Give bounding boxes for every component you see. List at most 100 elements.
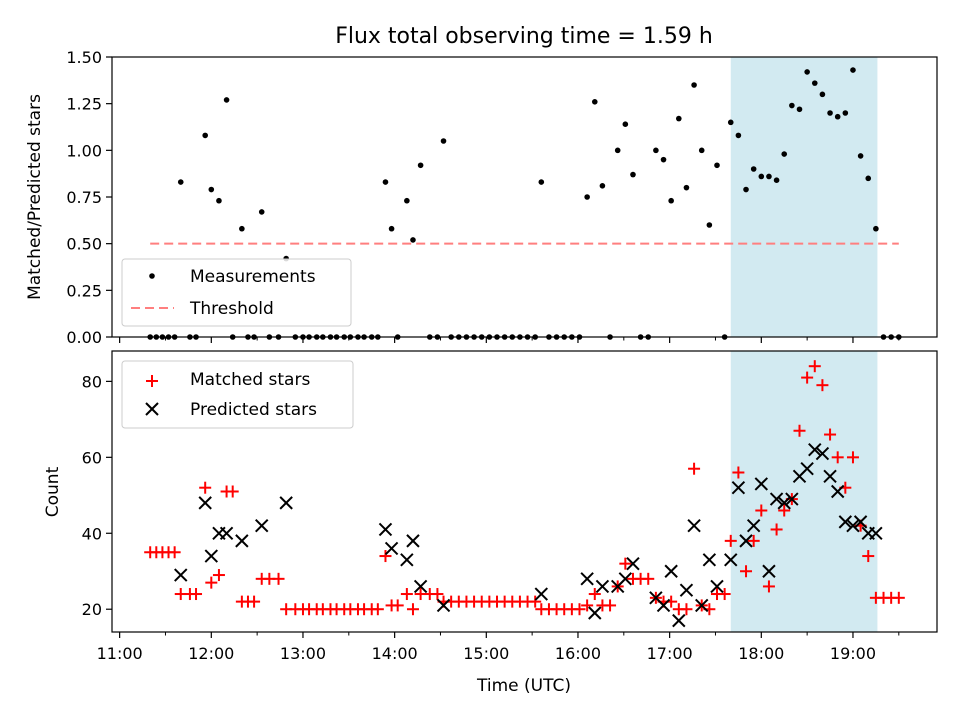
top-y-tick-label: 1.25: [66, 95, 102, 114]
measurement-point: [223, 97, 230, 103]
predicted-star-point: [198, 496, 212, 510]
bottom-x-tick-label: 13:00: [280, 644, 326, 663]
bottom-x-tick-label: 12:00: [188, 644, 234, 663]
matched-star-point: [619, 557, 632, 570]
matched-star-point: [892, 591, 905, 604]
matched-star-point: [588, 588, 601, 601]
bottom-x-tick-label: 17:00: [647, 644, 693, 663]
measurement-point: [538, 179, 545, 185]
measurement-point: [660, 156, 667, 163]
measurement-point: [440, 138, 447, 144]
measurement-point: [622, 121, 629, 127]
measurement-point: [614, 147, 621, 154]
matched-star-point: [846, 451, 859, 464]
predicted-star-point: [235, 534, 249, 548]
bottom-y-ticks: 20 40 60 80: [82, 372, 112, 619]
top-legend-box: [121, 258, 352, 327]
measurement-point: [691, 82, 697, 88]
predicted-star-point: [702, 553, 717, 567]
matched-star-point: [205, 576, 218, 589]
top-y-tick-label: 0.00: [66, 328, 102, 347]
matched-star-point: [248, 595, 261, 608]
measurement-point: [584, 194, 590, 200]
predicted-star-point: [595, 579, 610, 594]
measurement-point: [781, 151, 788, 157]
top-plot-frame: [111, 56, 938, 338]
predicted-star-point: [436, 598, 451, 613]
measurement-point: [842, 110, 849, 116]
predicted-star-point: [656, 598, 671, 613]
chart-title: Flux total observing time = 1.59 h: [335, 24, 713, 49]
measurement-point: [676, 115, 682, 122]
matched-star-point: [272, 572, 285, 585]
bottom-y-tick-label: 20: [82, 600, 102, 619]
predicted-star-point: [869, 526, 883, 540]
predicted-star-point: [731, 480, 746, 495]
matched-star-point: [371, 603, 384, 616]
matched-star-point: [718, 588, 731, 601]
measurement-point: [850, 67, 856, 73]
measurement-point: [258, 209, 265, 215]
measurement-point: [857, 153, 864, 159]
measurement-point: [599, 183, 606, 189]
matched-star-point: [573, 603, 586, 616]
measurement-point: [683, 184, 690, 191]
predicted-star-point: [664, 564, 678, 578]
predicted-star-point: [838, 515, 853, 529]
matched-star-point: [680, 603, 693, 616]
top-y-tick-label: 0.50: [66, 235, 102, 254]
predicted-star-point: [378, 522, 393, 537]
matched-star-point: [642, 572, 655, 585]
measurement-point: [766, 173, 772, 180]
measurement-point: [743, 186, 749, 193]
predicted-star-point: [672, 613, 686, 628]
matched-star-point: [190, 588, 203, 601]
predicted-star-point: [679, 583, 694, 597]
matched-star-point: [379, 550, 392, 563]
predicted-star-point: [746, 518, 761, 533]
bottom-y-tick-label: 40: [82, 524, 102, 543]
measurement-point: [630, 171, 636, 178]
measurement-point: [727, 119, 734, 126]
predicted-star-point: [853, 515, 868, 529]
predicted-star-point: [785, 492, 799, 506]
predicted-star-point: [754, 477, 769, 491]
predicted-star-point: [580, 572, 594, 586]
matched-star-point: [770, 523, 783, 536]
measurement-point: [202, 132, 208, 139]
matched-stars-points: [144, 360, 905, 616]
measurement-point: [796, 106, 803, 113]
measurement-point: [865, 175, 872, 182]
bottom-x-tick-label: 19:00: [830, 644, 876, 663]
measurement-point: [706, 222, 713, 228]
predicted-star-point: [739, 534, 753, 548]
top-highlight-span: [730, 57, 878, 337]
measurement-point: [735, 132, 742, 139]
predicted-star-point: [815, 446, 830, 461]
matched-star-point: [199, 481, 212, 494]
matched-star-point: [740, 565, 753, 578]
bottom-x-tick-label: 11:00: [97, 644, 143, 663]
predicted-star-point: [695, 598, 709, 613]
matched-star-point: [732, 466, 745, 479]
matched-star-point: [529, 595, 542, 608]
predicted-star-point: [384, 541, 399, 556]
matched-star-point: [808, 360, 821, 373]
predicted-star-point: [846, 518, 860, 533]
predicted-star-point: [400, 553, 414, 567]
matched-star-point: [391, 599, 404, 612]
predicted-star-point: [255, 518, 269, 533]
bottom-plot-frame: [111, 350, 938, 633]
predicted-star-point: [823, 469, 837, 484]
bottom-x-tick-label: 14:00: [372, 644, 418, 663]
predicted-star-point: [588, 606, 602, 620]
matched-star-point: [604, 599, 617, 612]
measurement-point: [804, 69, 810, 75]
measurement-point: [591, 99, 598, 105]
top-y-tick-label: 0.25: [66, 281, 102, 300]
bottom-x-tick-label: 15:00: [463, 644, 509, 663]
top-y-tick-label: 0.75: [66, 188, 102, 207]
bottom-legend: Matched stars Predicted stars: [121, 360, 354, 429]
matched-star-point: [724, 534, 737, 547]
measurement-points: [147, 67, 902, 340]
